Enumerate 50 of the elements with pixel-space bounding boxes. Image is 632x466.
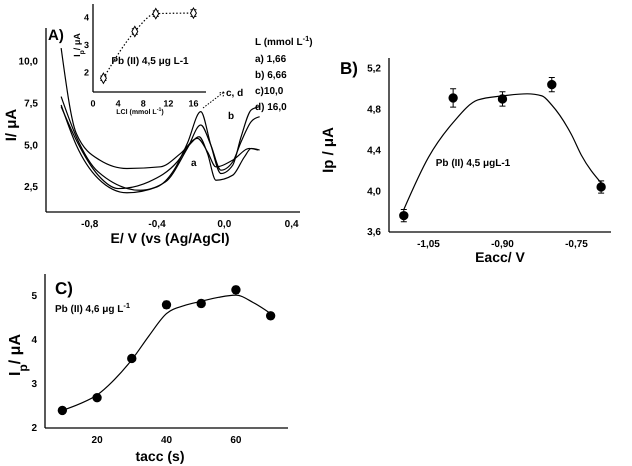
y-tick-label: 3: [84, 40, 89, 50]
y-tick-label: 2,5: [24, 182, 38, 194]
annotation: a) 1,66: [255, 54, 287, 65]
x-tick-label: 4: [116, 98, 121, 108]
y-tick-label: 5: [31, 291, 38, 302]
x-tick-label: 60: [230, 435, 242, 446]
y-tick-label: 4,0: [367, 186, 382, 198]
annotation: b: [228, 111, 234, 122]
x-tick-label: -0,4: [148, 219, 166, 230]
y-tick-label: 7,5: [24, 98, 38, 110]
x-tick-label: 0,4: [284, 219, 299, 230]
y-tick-label: 4,8: [367, 104, 382, 116]
x-tick-label: 0,0: [217, 219, 232, 230]
x-tick-label: -0,8: [81, 219, 99, 230]
x-tick-label: 8: [140, 98, 146, 108]
annotation: Pb (II) 4,5 μgL-1: [436, 158, 511, 169]
annotation: a: [191, 158, 197, 169]
annotation: Pb (II) 4,6 μg L$^{-1}$: [55, 300, 130, 315]
y-axis-title: I/ μA: [3, 108, 20, 142]
y-tick-label: 5,2: [367, 63, 382, 74]
annotation: A): [48, 27, 64, 44]
y-tick-label: 3: [31, 379, 38, 390]
annotation: C): [55, 279, 73, 298]
x-tick-label: 16: [188, 98, 198, 108]
annotation: c, d: [226, 88, 244, 99]
y-tick-label: 4: [31, 335, 38, 346]
annotation: L (mmol L$^{-1}$): [255, 34, 313, 48]
annotation: Pb (II) 4,5 μg L-1: [111, 56, 190, 67]
annotation: c)10,0: [255, 86, 284, 97]
y-tick-label: 4,4: [367, 145, 382, 156]
y-axis-title: Ip / μA: [320, 126, 337, 173]
annotation: d) 16,0: [255, 102, 288, 113]
y-tick-label: 3,6: [367, 227, 382, 238]
x-tick-label: 12: [163, 98, 174, 108]
annotation: b) 6,66: [255, 70, 288, 81]
y-tick-label: 2: [84, 68, 89, 78]
x-tick-label: -0,75: [565, 239, 588, 250]
x-tick-label: 40: [160, 435, 172, 446]
x-tick-label: -1,05: [417, 239, 440, 250]
x-axis-title: Eacc/ V: [475, 249, 526, 265]
x-tick-label: -0,90: [491, 239, 514, 250]
x-axis-title: tacc (s): [135, 448, 185, 464]
y-tick-label: 4: [84, 12, 89, 23]
x-tick-label: 20: [92, 435, 104, 446]
x-tick-label: 0: [90, 98, 96, 108]
y-tick-label: 2: [31, 423, 38, 434]
x-axis-title: E/ V (vs (Ag/AgCl): [110, 230, 230, 246]
y-tick-label: 5,0: [24, 140, 38, 152]
y-tick-label: 10,0: [18, 56, 38, 68]
text: B): [340, 59, 358, 78]
